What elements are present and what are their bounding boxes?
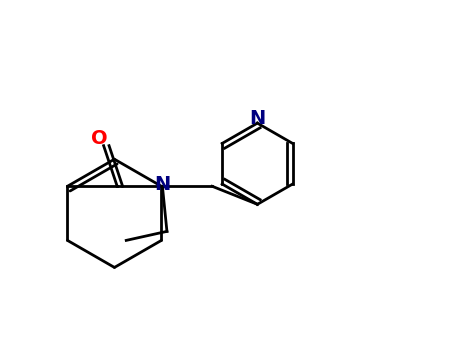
Text: O: O [91,130,107,148]
Text: N: N [154,175,171,194]
Text: N: N [249,109,266,128]
